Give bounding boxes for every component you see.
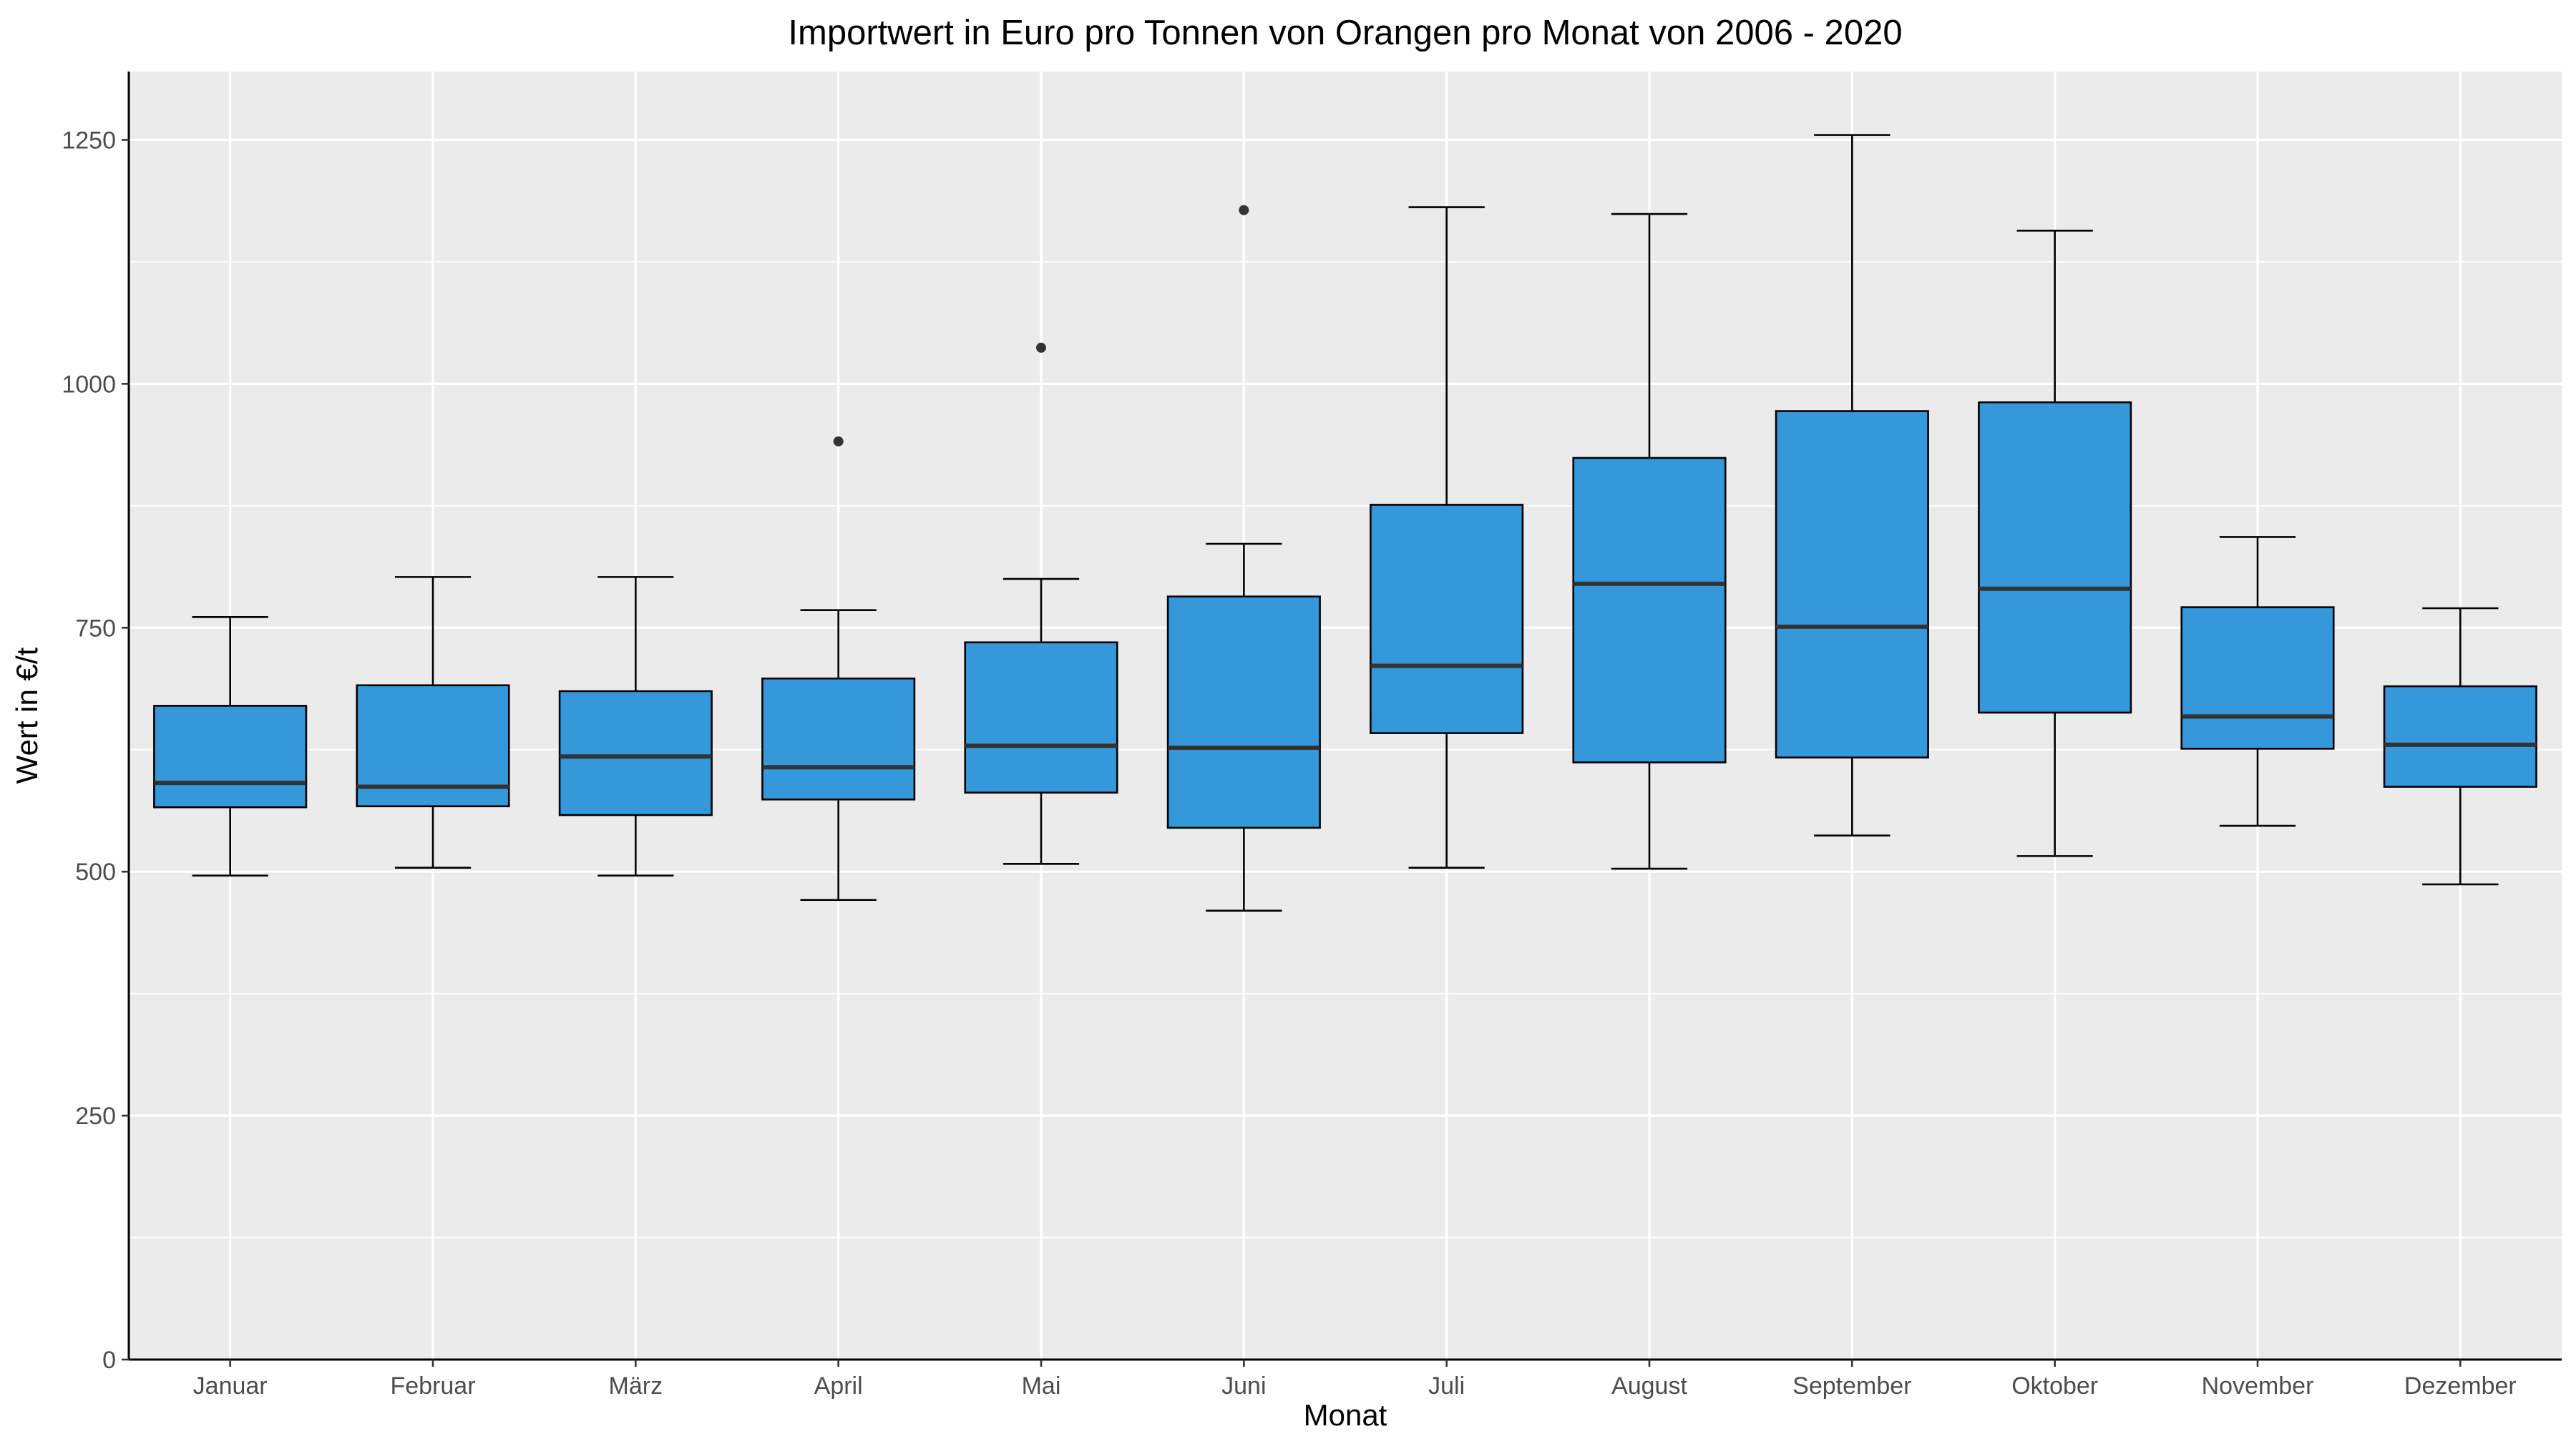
y-axis-ticks: 0 250 500 750 1000 1250 <box>62 127 129 1374</box>
outlier-point <box>833 436 844 447</box>
x-tick-label: September <box>1792 1372 1911 1400</box>
y-tick-label: 250 <box>75 1103 116 1130</box>
box-august <box>1572 213 1727 870</box>
box-iqr <box>1775 410 1929 758</box>
box-januar <box>153 615 308 877</box>
outlier-point <box>1036 342 1046 353</box>
y-tick-label: 1000 <box>62 371 116 398</box>
y-tick-label: 500 <box>75 859 116 886</box>
boxes-layer <box>153 134 2537 912</box>
box-november <box>2180 536 2335 827</box>
minor-gridlines <box>129 261 2562 1239</box>
box-märz <box>558 576 713 877</box>
x-tick-label: April <box>814 1372 863 1400</box>
box-iqr <box>761 677 916 801</box>
box-iqr <box>2180 606 2335 750</box>
box-april <box>761 436 916 902</box>
box-juni <box>1166 205 1321 912</box>
x-tick-label: März <box>609 1372 663 1400</box>
box-dezember <box>2383 607 2537 886</box>
x-axis-title: Monat <box>1304 1398 1387 1432</box>
y-axis-title: Wert in €/t <box>10 647 44 784</box>
x-tick-label: Juli <box>1428 1372 1465 1400</box>
panel-background <box>129 72 2562 1360</box>
box-iqr <box>964 641 1118 794</box>
x-tick-label: Oktober <box>2011 1372 2098 1400</box>
chart-title: Importwert in Euro pro Tonnen von Orange… <box>788 14 1902 52</box>
box-iqr <box>558 690 713 816</box>
box-iqr <box>153 705 308 809</box>
axes <box>127 72 2562 1361</box>
box-iqr <box>1166 595 1321 829</box>
x-tick-label: Februar <box>390 1372 475 1400</box>
x-tick-label: Januar <box>193 1372 268 1400</box>
outlier-point <box>1239 205 1249 215</box>
box-iqr <box>2383 685 2537 788</box>
box-iqr <box>1370 504 1524 734</box>
box-iqr <box>1978 401 2132 714</box>
x-tick-label: November <box>2202 1372 2314 1400</box>
x-tick-label: Dezember <box>2404 1372 2517 1400</box>
y-tick-label: 0 <box>102 1347 116 1374</box>
y-tick-label: 750 <box>75 615 116 642</box>
box-juli <box>1370 206 1524 869</box>
box-september <box>1775 134 1929 837</box>
y-tick-label: 1250 <box>62 127 116 154</box>
x-axis-ticks: Januar Februar März April Mai Juni Juli August S… <box>193 1360 2517 1400</box>
x-tick-label: August <box>1611 1372 1687 1400</box>
box-februar <box>356 576 510 869</box>
box-oktober <box>1978 229 2132 857</box>
box-iqr <box>1572 457 1727 763</box>
box-mai <box>964 342 1118 865</box>
x-tick-label: Juni <box>1221 1372 1266 1400</box>
x-tick-label: Mai <box>1022 1372 1061 1400</box>
